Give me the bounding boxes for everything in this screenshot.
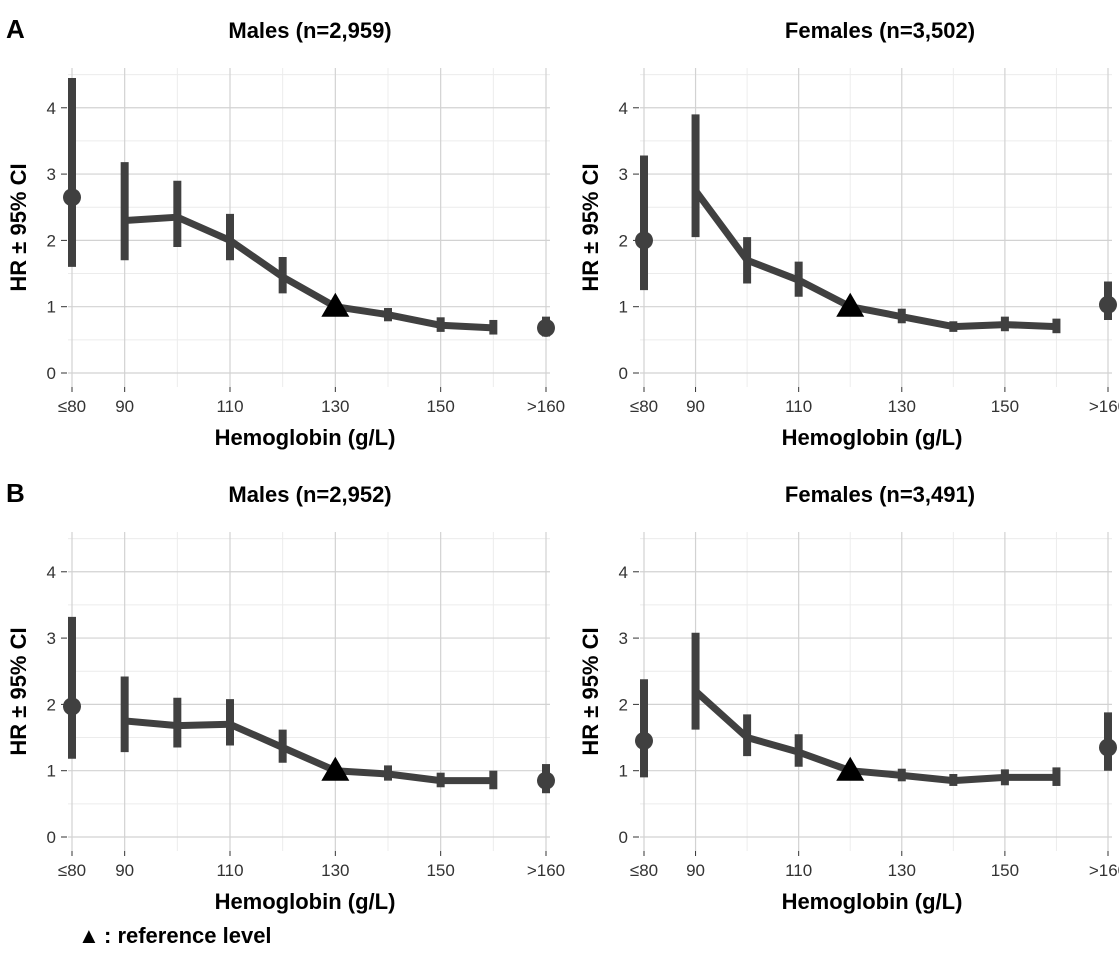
- x-axis-title: Hemoglobin (g/L): [782, 425, 963, 450]
- y-axis-title: HR ± 95% CI: [6, 163, 31, 291]
- chart-title: Males (n=2,959): [228, 18, 391, 43]
- x-tick-label: 90: [686, 397, 705, 416]
- point-marker: [1099, 738, 1117, 757]
- y-tick-label: 2: [619, 231, 628, 250]
- x-tick-label: 130: [888, 397, 916, 416]
- x-axis-title: Hemoglobin (g/L): [215, 889, 396, 914]
- chart-title: Males (n=2,952): [228, 482, 391, 507]
- x-tick-label: 110: [216, 861, 243, 880]
- x-tick-label: 150: [426, 861, 454, 880]
- y-tick-label: 0: [47, 364, 56, 383]
- point-marker: [635, 231, 653, 250]
- x-tick-label: ≤80: [58, 861, 86, 880]
- legend-text: : reference level: [104, 923, 272, 948]
- panel-letter-a: A: [6, 14, 25, 44]
- reference-marker: [321, 292, 350, 317]
- x-tick-label: 90: [115, 861, 134, 880]
- x-tick-label: 150: [426, 397, 454, 416]
- y-tick-label: 2: [619, 695, 628, 714]
- chart-panel-4: 0 1 2 3 4 ≤80 90 110 130 150 >160 Females (n=3,491)…: [578, 482, 1119, 914]
- chart-title: Females (n=3,502): [785, 18, 975, 43]
- y-tick-label: 0: [619, 364, 628, 383]
- legend-symbol: ▲: [78, 923, 100, 948]
- y-tick-label: 1: [47, 298, 56, 317]
- point-marker: [537, 318, 555, 337]
- y-tick-label: 3: [619, 629, 628, 648]
- y-tick-label: 1: [619, 762, 628, 781]
- chart-panel-3: 0 1 2 3 4 ≤80 90 110 130 150 >160 Males (n=2,952) He…: [6, 482, 565, 914]
- x-tick-label: ≤80: [630, 861, 658, 880]
- point-marker: [1099, 295, 1117, 314]
- reference-marker: [836, 292, 865, 317]
- x-tick-label: 150: [991, 397, 1019, 416]
- series-line: [692, 687, 1060, 785]
- y-axis-title: HR ± 95% CI: [6, 627, 31, 755]
- chart-title: Females (n=3,491): [785, 482, 975, 507]
- y-tick-label: 4: [47, 99, 56, 118]
- x-tick-label: >160: [527, 397, 565, 416]
- y-tick-label: 1: [47, 762, 56, 781]
- y-tick-label: 0: [619, 828, 628, 847]
- point-marker: [537, 771, 555, 790]
- x-tick-label: 130: [888, 861, 916, 880]
- y-tick-label: 2: [47, 231, 56, 250]
- x-tick-label: >160: [1089, 397, 1119, 416]
- x-tick-label: >160: [1089, 861, 1119, 880]
- series-line: [692, 187, 1060, 331]
- series-line: [121, 717, 497, 785]
- y-tick-label: 3: [47, 629, 56, 648]
- series-line: [121, 213, 497, 332]
- x-tick-label: ≤80: [630, 397, 658, 416]
- x-tick-label: 150: [991, 861, 1019, 880]
- x-tick-label: 110: [785, 861, 812, 880]
- x-axis-title: Hemoglobin (g/L): [215, 425, 396, 450]
- x-tick-label: >160: [527, 861, 565, 880]
- y-axis-title: HR ± 95% CI: [578, 627, 603, 755]
- x-axis-title: Hemoglobin (g/L): [782, 889, 963, 914]
- x-tick-label: 90: [115, 397, 134, 416]
- y-tick-label: 3: [619, 165, 628, 184]
- x-tick-label: ≤80: [58, 397, 86, 416]
- y-tick-label: 1: [619, 298, 628, 317]
- legend: ▲ : reference level: [78, 923, 272, 948]
- y-tick-label: 0: [47, 828, 56, 847]
- x-tick-label: 130: [321, 397, 349, 416]
- reference-marker: [321, 756, 350, 781]
- y-tick-label: 4: [619, 563, 628, 582]
- chart-panel-2: 0 1 2 3 4 ≤80 90 110 130 150 >160 Females (n=3,502)…: [578, 18, 1119, 450]
- point-marker: [63, 188, 81, 207]
- y-tick-label: 3: [47, 165, 56, 184]
- y-tick-label: 2: [47, 695, 56, 714]
- y-tick-label: 4: [47, 563, 56, 582]
- reference-marker: [836, 756, 865, 781]
- x-tick-label: 130: [321, 861, 349, 880]
- y-axis-title: HR ± 95% CI: [578, 163, 603, 291]
- y-tick-label: 4: [619, 99, 628, 118]
- x-tick-label: 90: [686, 861, 705, 880]
- point-marker: [63, 697, 81, 716]
- point-marker: [635, 731, 653, 750]
- panel-letter-b: B: [6, 478, 25, 508]
- x-tick-label: 110: [785, 397, 812, 416]
- chart-panel-1: 0 1 2 3 4 ≤80 90 110 130 150 >160 Males (n=2,959) He…: [6, 18, 565, 450]
- x-tick-label: 110: [216, 397, 243, 416]
